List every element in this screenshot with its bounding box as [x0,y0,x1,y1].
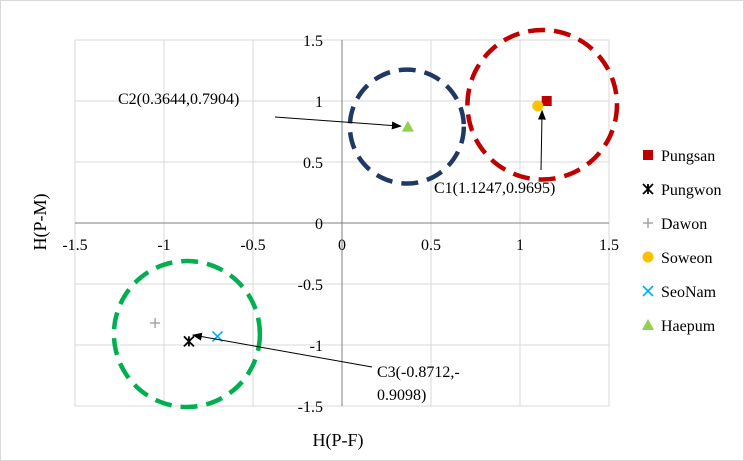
cluster-circle-c1 [465,27,620,182]
data-point-pungsan [541,96,552,106]
cluster-circle-c2 [347,67,467,186]
annotation-arrows [191,109,546,368]
plus-marker-icon [150,318,161,329]
y-tick-label: 1.5 [303,33,323,50]
legend-marker-pungwon [642,183,654,195]
annotation-arrow-c1 [537,109,546,171]
data-point-haepum [401,120,414,132]
y-tick-label: 0 [315,216,323,233]
y-tick-label: 1 [315,94,323,111]
legend-marker-dawon [643,218,653,228]
legend-marker-haepum [642,319,654,330]
plus-marker-icon [643,218,653,228]
triangle-marker-icon [642,319,654,330]
y-axis-title: H(P-M) [30,193,51,250]
cluster-circle-c3 [111,258,263,410]
y-tick-label: -1.5 [298,399,323,416]
square-marker-icon [541,96,552,106]
annotation-c1-label: C1(1.1247,0.9695) [434,180,555,197]
legend-label-pungwon: Pungwon [661,182,721,199]
annotation-c3-label: C3(-0.8712,- 0.9098) [377,364,464,404]
tick-labels: -1.5 -1 -0.5 0 0.5 1 1.5 1.5 1 0.5 0 -0.5 -1 -1.5 [62,33,619,416]
circle-marker-icon [642,251,654,263]
star-marker-icon [642,183,654,195]
annotation-c3-line2: 0.9098) [377,387,426,404]
y-tick-label: -1 [310,338,323,355]
data-point-soweon [532,100,544,112]
x-axis-title: H(P-F) [312,430,363,451]
y-tick-label: 0.5 [303,155,323,172]
x-tick-label: 0 [338,237,346,254]
circle-marker-icon [532,100,544,112]
data-points [150,96,552,347]
cluster-circles [111,27,620,410]
axes [75,40,609,406]
legend-label-dawon: Dawon [661,216,707,233]
square-marker-icon [643,150,653,160]
annotation-arrow-c3 [191,332,373,368]
y-tick-label: -0.5 [298,277,323,294]
x-tick-label: 1 [516,237,524,254]
legend-marker-pungsan [643,150,653,160]
legend-label-seonam: SeoNam [661,284,717,301]
x-marker-icon [642,285,654,297]
x-tick-label: -0.5 [240,237,265,254]
x-tick-label: 1.5 [599,237,619,254]
legend-label-haepum: Haepum [661,318,716,335]
x-tick-label: -1.5 [62,237,87,254]
triangle-marker-icon [401,120,414,132]
legend: Pungsan Pungwon Dawon Soweon SeoNam Haepum [642,148,721,335]
x-tick-label: 0.5 [421,237,441,254]
legend-label-soweon: Soweon [661,250,713,267]
x-tick-label: -1 [157,237,170,254]
legend-marker-soweon [642,251,654,263]
data-point-dawon [150,318,161,329]
legend-marker-seonam [642,285,654,297]
annotation-c2-label: C2(0.3644,0.7904) [118,91,239,108]
annotation-arrow-c2 [274,116,402,130]
annotation-c3-line1: C3(-0.8712,- [377,364,460,381]
legend-label-pungsan: Pungsan [661,148,715,165]
